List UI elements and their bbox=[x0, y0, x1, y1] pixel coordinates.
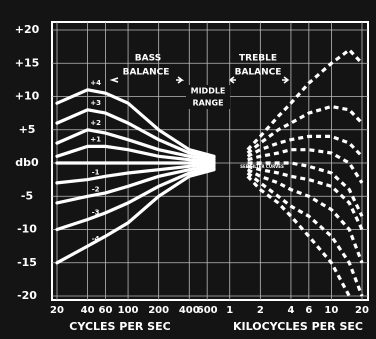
annotation: RANGE bbox=[192, 99, 223, 108]
annotation: BALANCE bbox=[235, 68, 282, 78]
x-tick-label: 6 bbox=[305, 305, 312, 316]
x-tick-label: 600 bbox=[197, 305, 218, 316]
y-tick-label: -5 bbox=[21, 189, 33, 202]
y-tick-label: -10 bbox=[17, 223, 37, 236]
x-tick-label: 40 bbox=[81, 305, 95, 316]
annotation: MIDDLE bbox=[191, 87, 226, 96]
series-label: -4 bbox=[92, 235, 100, 243]
series-label: -1 bbox=[92, 169, 100, 177]
series-line bbox=[246, 175, 351, 297]
series-line bbox=[55, 166, 216, 232]
series-label: +4 bbox=[90, 79, 101, 87]
annotation-bg bbox=[186, 85, 230, 97]
series-line bbox=[246, 47, 364, 151]
series-line bbox=[246, 168, 364, 264]
y-tick-label: db0 bbox=[15, 156, 39, 169]
series-line bbox=[247, 148, 364, 184]
y-tick-label: +10 bbox=[15, 90, 40, 103]
annotation: SEE FILTER CURVES bbox=[240, 164, 284, 169]
x-tick-label: 400 bbox=[179, 305, 200, 316]
y-tick-label: -15 bbox=[17, 256, 37, 269]
series-line bbox=[55, 168, 216, 265]
series-label: +3 bbox=[90, 99, 101, 107]
x-tick-label: 2 bbox=[257, 305, 264, 316]
series-label: -3 bbox=[92, 209, 100, 217]
x-tick-label: 4 bbox=[287, 305, 294, 316]
series-label: -2 bbox=[92, 185, 100, 193]
x-tick-label: 20 bbox=[50, 305, 64, 316]
annotation: TREBLE bbox=[239, 54, 277, 64]
series-line bbox=[55, 108, 216, 160]
x-axis-label: KILOCYCLES PER SEC bbox=[233, 320, 363, 333]
series-label: +2 bbox=[90, 119, 101, 127]
x-tick-label: 100 bbox=[118, 305, 139, 316]
plot-frame bbox=[51, 21, 369, 301]
y-tick-label: +5 bbox=[19, 123, 36, 136]
annotation-arrows bbox=[109, 76, 185, 84]
x-tick-label: 20 bbox=[355, 305, 369, 316]
x-tick-label: 1 bbox=[226, 305, 233, 316]
annotation: BALANCE bbox=[123, 68, 170, 78]
series-line bbox=[55, 144, 216, 164]
x-tick-label: 200 bbox=[148, 305, 169, 316]
series-line bbox=[55, 164, 216, 205]
series-line bbox=[55, 162, 216, 185]
series-line bbox=[55, 88, 216, 158]
x-tick-label: 60 bbox=[99, 305, 113, 316]
series-line bbox=[55, 128, 216, 162]
series-line bbox=[246, 134, 364, 158]
series-line bbox=[246, 171, 364, 297]
x-tick-label: 10 bbox=[324, 305, 338, 316]
x-axis-label: CYCLES PER SEC bbox=[69, 320, 170, 333]
y-tick-label: -20 bbox=[17, 289, 37, 302]
series-label: +1 bbox=[90, 135, 101, 143]
y-tick-label: +15 bbox=[15, 56, 40, 69]
annotation: BASS bbox=[135, 54, 161, 64]
series-line bbox=[246, 104, 364, 155]
annotation-bg bbox=[186, 97, 230, 109]
y-tick-label: +20 bbox=[15, 23, 40, 36]
